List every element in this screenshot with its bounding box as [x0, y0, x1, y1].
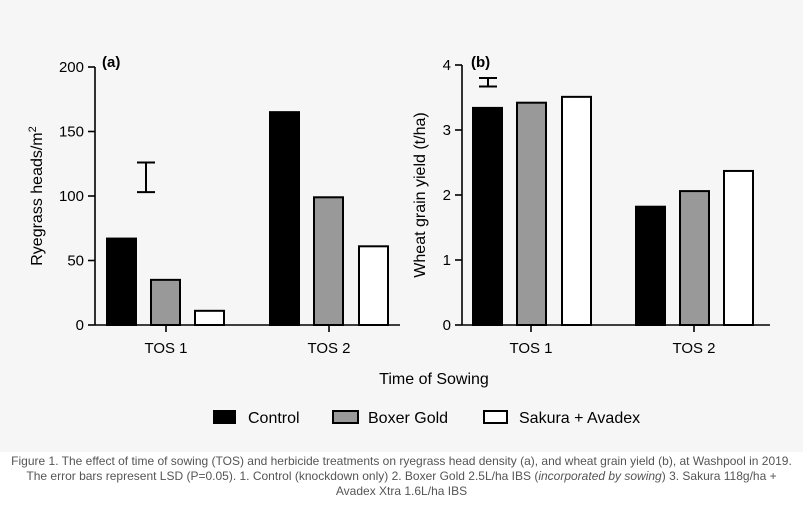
y-axis-title: Ryegrass heads/m2 [27, 126, 46, 266]
bar [269, 111, 300, 327]
caption-text-2: ) 3. Sakura 118g/ha + Avadex Xtra 1.6L/h… [335, 469, 777, 498]
figure: 0 50 100 150 200 TOS 1 TOS 2 (a) Ryegrass heads/… [27, 54, 770, 427]
y-tick-label: 4 [443, 57, 451, 74]
legend-item: Control [213, 410, 300, 427]
legend-label: Boxer Gold [368, 410, 448, 427]
bar [106, 237, 137, 327]
y-axis-title-superscript: 2 [27, 126, 39, 132]
y-tick-label: 50 [67, 253, 84, 270]
y-tick-label: 150 [59, 124, 84, 141]
figure-caption: Figure 1. The effect of time of sowing (… [6, 454, 797, 499]
bar [194, 309, 225, 326]
legend-item: Boxer Gold [332, 410, 448, 427]
y-tick-label: 0 [76, 317, 84, 334]
legend-label: Control [248, 410, 300, 427]
y-tick-label: 0 [443, 317, 451, 334]
y-axis-title-text: Wheat grain yield (t/ha) [412, 112, 429, 277]
bar [679, 190, 710, 326]
caption-text-1: Figure 1. The effect of time of sowing (… [11, 454, 792, 483]
legend-swatch [332, 410, 359, 424]
bar [472, 106, 503, 327]
legend: Control Boxer Gold Sakura + Avadex [213, 410, 640, 427]
legend-item: Sakura + Avadex [483, 410, 640, 427]
y-tick-label: 200 [59, 59, 84, 76]
y-axis-title-text: Ryegrass heads/m [29, 132, 46, 265]
bar [358, 245, 389, 326]
chart-panel-b: 0 1 2 3 4 TOS 1 TOS 2 (b) Wheat grain yield (t/h… [412, 54, 770, 357]
x-axis-title: Time of Sowing [379, 371, 489, 388]
x-tick-label: TOS 2 [672, 340, 715, 357]
panel-label: (b) [471, 54, 490, 71]
bar [723, 169, 754, 326]
y-tick-label: 2 [443, 187, 451, 204]
legend-swatch [213, 410, 236, 424]
panel-label: (a) [102, 54, 120, 71]
bar [561, 95, 592, 326]
legend-label: Sakura + Avadex [519, 410, 640, 427]
y-axis-title: Wheat grain yield (t/ha) [412, 112, 429, 277]
bar [313, 196, 344, 326]
y-tick-label: 100 [59, 188, 84, 205]
bar [635, 205, 666, 326]
bar [150, 278, 181, 327]
y-tick-label: 1 [443, 252, 451, 269]
bar [516, 101, 547, 326]
caption-text-italic: incorporated by sowing [538, 469, 662, 483]
chart-panel-a: 0 50 100 150 200 TOS 1 TOS 2 (a) Ryegrass heads/… [27, 54, 400, 357]
x-tick-label: TOS 2 [307, 340, 350, 357]
legend-swatch [483, 410, 508, 424]
chart-area: 0 50 100 150 200 TOS 1 TOS 2 (a) Ryegrass heads/… [27, 54, 770, 427]
y-tick-label: 3 [443, 122, 451, 139]
x-tick-label: TOS 1 [509, 340, 552, 357]
x-tick-label: TOS 1 [144, 340, 187, 357]
